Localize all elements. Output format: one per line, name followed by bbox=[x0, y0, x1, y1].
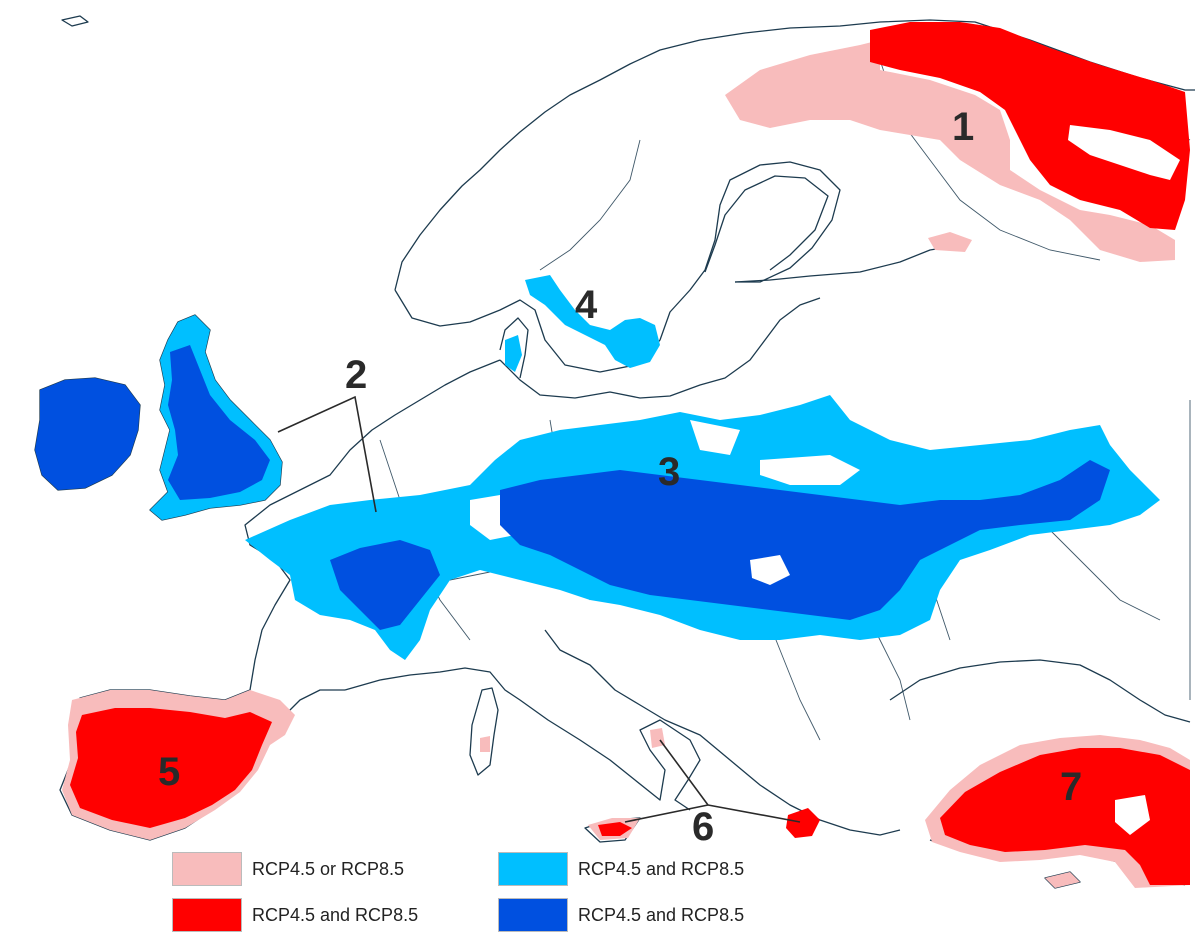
region-4-denmark-blue bbox=[505, 335, 522, 372]
region-3-hole-3 bbox=[690, 420, 740, 455]
region-5-red bbox=[70, 708, 272, 828]
finland-coast bbox=[734, 244, 961, 283]
adriatic-coast bbox=[544, 629, 901, 836]
legend-label-light-blue: RCP4.5 and RCP8.5 bbox=[578, 858, 745, 879]
region-4-light-blue bbox=[525, 275, 660, 368]
region-label-3: 3 bbox=[658, 450, 680, 494]
legend-item-red: RCP4.5 and RCP8.5 bbox=[172, 898, 418, 932]
region-4-area bbox=[505, 275, 660, 372]
corsica-sardinia-coast bbox=[469, 687, 499, 776]
region-2-ireland-dark-blue bbox=[35, 378, 140, 490]
region-1-light-red-blob bbox=[928, 232, 972, 252]
region-2-area bbox=[35, 315, 282, 520]
region-7-area bbox=[925, 735, 1190, 888]
leader-lines bbox=[277, 395, 801, 823]
map-legend: RCP4.5 or RCP8.5 RCP4.5 and RCP8.5 RCP4.… bbox=[172, 852, 832, 936]
region-2-dark-blue bbox=[168, 345, 270, 500]
region-7-cyprus-light-red bbox=[1045, 872, 1080, 888]
region-7-red bbox=[940, 748, 1190, 885]
region-7-hole bbox=[1115, 795, 1150, 835]
region-1-light-red bbox=[725, 40, 1175, 262]
legend-label-dark-blue: RCP4.5 and RCP8.5 bbox=[578, 904, 745, 925]
med-coast bbox=[344, 667, 701, 811]
leader-line-2 bbox=[277, 395, 377, 513]
small-island bbox=[61, 15, 89, 27]
border-line bbox=[539, 139, 641, 271]
legend-swatch-light-blue bbox=[498, 852, 568, 886]
region-label-7: 7 bbox=[1060, 765, 1082, 809]
legend-label-red: RCP4.5 and RCP8.5 bbox=[252, 904, 419, 925]
region-1-bay bbox=[1068, 125, 1180, 180]
region-1-area bbox=[725, 22, 1190, 262]
region-3-dark-blue-hole bbox=[750, 555, 790, 585]
leader-line-6 bbox=[624, 739, 801, 823]
region-1-red bbox=[870, 22, 1190, 230]
region-labels: 1 2 3 4 5 6 7 bbox=[158, 105, 1082, 849]
region-6-sicily-red bbox=[598, 822, 632, 836]
bothnia-coast bbox=[704, 175, 829, 273]
denmark-coast bbox=[499, 317, 529, 379]
region-6-area bbox=[480, 728, 820, 840]
region-3-area bbox=[245, 395, 1160, 660]
region-5-area bbox=[62, 690, 295, 840]
baltic-coast bbox=[499, 297, 821, 399]
legend-item-light-red: RCP4.5 or RCP8.5 bbox=[172, 852, 404, 886]
region-6-greece-red bbox=[786, 808, 820, 838]
region-label-6: 6 bbox=[692, 805, 714, 849]
region-3-dark-blue-west bbox=[330, 540, 440, 630]
legend-label-light-red: RCP4.5 or RCP8.5 bbox=[252, 858, 405, 879]
black-sea-coast bbox=[889, 659, 1191, 723]
legend-item-dark-blue: RCP4.5 and RCP8.5 bbox=[498, 898, 744, 932]
region-3-hole-4 bbox=[760, 455, 860, 485]
legend-swatch-light-red bbox=[172, 852, 242, 886]
region-3-dark-blue bbox=[500, 460, 1110, 620]
region-label-2: 2 bbox=[345, 353, 367, 397]
legend-swatch-red bbox=[172, 898, 242, 932]
region-label-5: 5 bbox=[158, 750, 180, 794]
region-label-4: 4 bbox=[575, 283, 598, 327]
region-6-italy-light-red-2 bbox=[480, 736, 490, 752]
region-label-1: 1 bbox=[952, 105, 974, 149]
legend-swatch-dark-blue bbox=[498, 898, 568, 932]
legend-item-light-blue: RCP4.5 and RCP8.5 bbox=[498, 852, 744, 886]
